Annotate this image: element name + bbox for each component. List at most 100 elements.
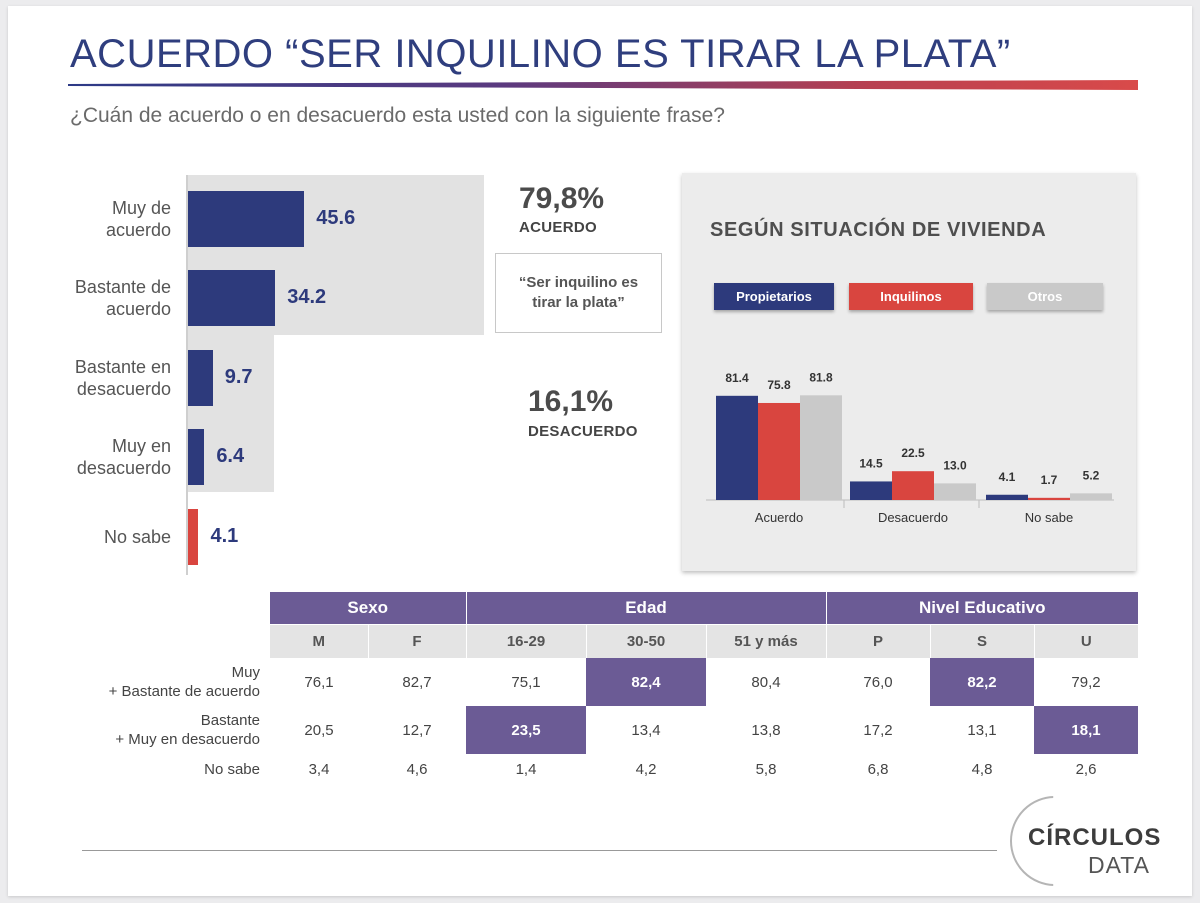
table-row: Muy + Bastante de acuerdo 76,1 82,7 75,1 82,…: [60, 658, 1138, 706]
group-nivel-educativo: Nivel Educativo: [826, 592, 1138, 624]
bar-otros-no-sabe: [1070, 493, 1112, 500]
table-cell: 13,1: [967, 721, 997, 739]
table-cell: 5,8: [755, 760, 777, 778]
panel-title: SEGÚN SITUACIÓN DE VIVIENDA: [710, 219, 1047, 241]
row-label: Muy + Bastante de acuerdo: [108, 664, 260, 700]
table-cell: 3,4: [308, 760, 330, 778]
legend-otros: Otros: [987, 283, 1103, 310]
bar-value-label: 5.2: [1083, 468, 1100, 482]
bar-value-label: 22.5: [901, 446, 925, 460]
table-corner-sub: [60, 624, 270, 658]
desacuerdo-label: DESACUERDO: [528, 423, 638, 440]
bar-2: [188, 270, 276, 326]
title-underline: [68, 80, 1138, 90]
table-cell: 76,1: [304, 673, 334, 691]
x-category-label: Acuerdo: [755, 510, 803, 525]
footer-divider: [82, 850, 997, 851]
bar-4: [188, 429, 205, 485]
page-subtitle: ¿Cuán de acuerdo o en desacuerdo esta us…: [70, 104, 725, 127]
bar-value-label: 1.7: [1041, 473, 1058, 487]
table-cell: 18,1: [1034, 706, 1138, 754]
circulos-data-logo: CÍRCULOS DATA: [1010, 796, 1170, 886]
housing-panel: SEGÚN SITUACIÓN DE VIVIENDA Propietarios…: [682, 173, 1136, 571]
bar-chart-axis: [186, 175, 188, 575]
table-cell: 76,0: [863, 673, 893, 691]
group-edad: Edad: [466, 592, 827, 624]
bar-category-label: Bastante de acuerdo: [74, 277, 171, 319]
bar-value-label: 4.1: [999, 470, 1016, 484]
desacuerdo-total: 16,1%: [528, 385, 614, 418]
bar-value-label: 4.1: [210, 525, 239, 547]
table-cell: 17,2: [863, 721, 893, 739]
table-row: Bastante + Muy en desacuerdo 20,5 12,7 23,5…: [60, 706, 1138, 754]
bar-category-label: Muy de acuerdo: [105, 198, 171, 240]
subheader-cell: F: [368, 623, 467, 658]
bar-otros-acuerdo: [800, 395, 842, 500]
legend-inquilinos: Inquilinos: [849, 283, 973, 310]
table-cell: 4,6: [406, 760, 428, 778]
table-cell: 79,2: [1071, 673, 1101, 691]
table-cell: 23,5: [466, 706, 586, 754]
table-cell: 20,5: [304, 721, 334, 739]
table-corner: [60, 592, 270, 624]
acuerdo-total: 79,8%: [519, 182, 605, 215]
table-cell: 75,1: [511, 673, 541, 691]
housing-bar-chart: 81.4 75.8 81.8 Acuerdo 14.5 22.5 13.0 Desacuerd…: [706, 370, 1114, 525]
table-cell: 13,8: [751, 721, 781, 739]
table-cell: 4,2: [635, 760, 657, 778]
bar-value-label: 75.8: [767, 378, 791, 392]
row-label: Bastante + Muy en desacuerdo: [115, 712, 260, 748]
page-title: ACUERDO “SER INQUILINO ES TIRAR LA PLATA…: [70, 32, 1011, 76]
bar-propietarios-desacuerdo: [850, 481, 892, 500]
logo-text-circulos: CÍRCULOS: [1028, 824, 1162, 851]
table-cell: 2,6: [1075, 760, 1097, 778]
table-cell: 12,7: [402, 721, 432, 739]
subheader-cell: M: [270, 623, 369, 658]
bar-value-label: 9.7: [224, 366, 253, 388]
legend-propietarios: Propietarios: [714, 283, 834, 310]
table-cell: 4,8: [971, 760, 993, 778]
bar-inquilinos-acuerdo: [758, 402, 800, 500]
table-cell: 1,4: [515, 760, 537, 778]
table-cell: 6,8: [867, 760, 889, 778]
table-row: No sabe 3,4 4,6 1,4 4,2 5,8 6,8 4,8 2,6: [60, 754, 1138, 784]
bar-inquilinos-no-sabe: [1028, 497, 1070, 500]
subheader-cell: 30-50: [586, 623, 707, 658]
bar-inquilinos-desacuerdo: [892, 471, 934, 500]
bar-value-label: 6.4: [216, 445, 245, 467]
subheader-cell: P: [826, 623, 931, 658]
bar-propietarios-acuerdo: [716, 395, 758, 500]
table-cell: 13,4: [631, 721, 661, 739]
x-category-label: Desacuerdo: [878, 510, 948, 525]
quote-box: “Ser inquilino es tirar la plata”: [495, 253, 662, 333]
bar-category-label: Muy en desacuerdo: [76, 436, 171, 478]
bar-category-label: No sabe: [103, 527, 171, 547]
subheader-cell: 51 y más: [706, 623, 827, 658]
table-cell: 82,4: [586, 658, 706, 706]
breakdown-table: Sexo Edad Nivel Educativo M F 16-29 30-50 51…: [60, 592, 1138, 784]
table-cell: 80,4: [751, 673, 781, 691]
bar-otros-desacuerdo: [934, 483, 976, 500]
logo-text-data: DATA: [1088, 852, 1150, 878]
bar-3: [188, 350, 213, 406]
bar-value-label: 13.0: [943, 458, 967, 472]
bar-value-label: 81.8: [809, 370, 833, 384]
table-cell: 82,7: [402, 673, 432, 691]
subheader-cell: 16-29: [466, 623, 587, 658]
bar-value-label: 14.5: [859, 456, 883, 470]
bar-value-label: 45.6: [316, 207, 356, 229]
x-category-label: No sabe: [1025, 510, 1073, 525]
bar-propietarios-no-sabe: [986, 494, 1028, 500]
row-label: No sabe: [204, 760, 260, 778]
bar-value-label: 81.4: [725, 371, 749, 385]
table-cell: 82,2: [930, 658, 1034, 706]
bar-5: [188, 509, 199, 565]
subheader-cell: S: [930, 623, 1035, 658]
bar-category-label: Bastante en desacuerdo: [74, 357, 171, 399]
subheader-cell: U: [1034, 623, 1138, 658]
group-sexo: Sexo: [270, 592, 467, 624]
bar-value-label: 34.2: [287, 286, 327, 308]
acuerdo-label: ACUERDO: [519, 219, 597, 236]
bar-1: [188, 191, 305, 247]
